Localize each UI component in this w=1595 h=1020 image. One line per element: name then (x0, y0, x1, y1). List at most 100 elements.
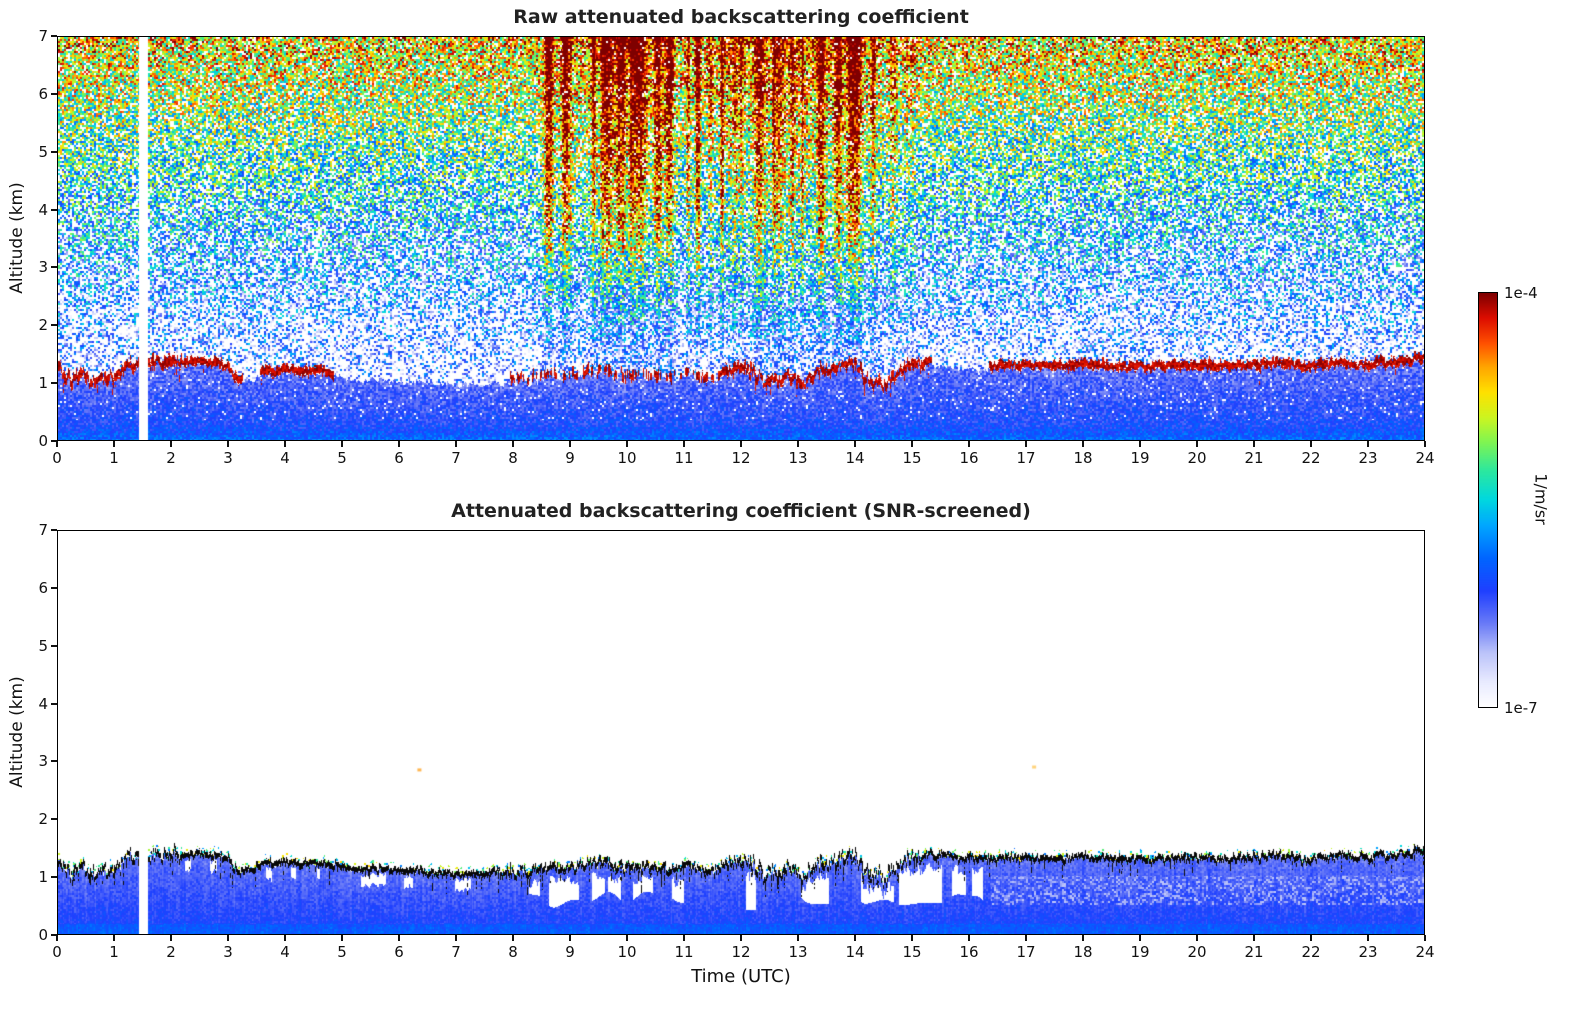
x-tick-mark (398, 935, 400, 941)
x-tick-label: 4 (280, 943, 290, 961)
x-tick-mark (113, 935, 115, 941)
y-tick-mark (51, 702, 57, 705)
x-tick-mark (1310, 935, 1312, 941)
x-tick-label: 22 (1301, 449, 1321, 467)
y-tick-mark (51, 150, 57, 153)
x-tick-mark (1424, 935, 1426, 941)
x-tick-mark (740, 441, 742, 447)
x-tick-mark (968, 441, 970, 447)
y-tick-mark (51, 586, 57, 589)
x-tick-label: 18 (1073, 943, 1093, 961)
x-tick-label: 7 (451, 449, 461, 467)
y-tick-mark (51, 529, 57, 531)
x-tick-mark (1253, 935, 1255, 941)
x-tick-label: 1 (109, 449, 119, 467)
y-tick-label: 3 (38, 752, 48, 771)
x-tick-mark (911, 441, 913, 447)
panel2-title: Attenuated backscattering coefficient (S… (451, 500, 1031, 522)
x-tick-label: 21 (1244, 943, 1264, 961)
y-tick-mark (51, 35, 57, 37)
x-tick-mark (170, 935, 172, 941)
x-tick-label: 11 (674, 449, 694, 467)
x-tick-mark (626, 935, 628, 941)
x-tick-label: 13 (788, 449, 808, 467)
y-tick-mark (51, 818, 57, 821)
y-tick-label: 5 (38, 142, 48, 161)
x-tick-mark (797, 441, 799, 447)
y-tick-label: 2 (38, 810, 48, 829)
x-tick-label: 1 (109, 943, 119, 961)
x-tick-mark (284, 935, 286, 941)
x-tick-mark (1025, 441, 1027, 447)
x-tick-mark (1310, 441, 1312, 447)
x-tick-mark (170, 441, 172, 447)
x-tick-label: 23 (1358, 943, 1378, 961)
x-tick-mark (455, 441, 457, 447)
x-tick-mark (398, 441, 400, 447)
x-tick-label: 14 (845, 943, 865, 961)
x-tick-label: 3 (223, 449, 233, 467)
panel2-y-axis-label: Altitude (km) (7, 676, 27, 788)
y-tick-mark (51, 266, 57, 269)
x-tick-label: 9 (565, 449, 575, 467)
x-tick-mark (683, 935, 685, 941)
y-tick-label: 0 (38, 432, 48, 450)
x-tick-label: 19 (1130, 943, 1150, 961)
colorbar-max-label: 1e-4 (1504, 284, 1538, 302)
y-tick-mark (51, 644, 57, 647)
x-tick-mark (1367, 935, 1369, 941)
x-tick-label: 8 (508, 943, 518, 961)
x-tick-mark (569, 441, 571, 447)
x-tick-label: 5 (337, 943, 347, 961)
x-tick-label: 15 (902, 449, 922, 467)
x-tick-mark (683, 441, 685, 447)
x-tick-mark (341, 935, 343, 941)
x-tick-mark (1082, 935, 1084, 941)
x-tick-mark (1424, 441, 1426, 447)
x-tick-label: 21 (1244, 449, 1264, 467)
x-tick-label: 20 (1187, 943, 1207, 961)
x-tick-label: 24 (1415, 943, 1435, 961)
x-tick-mark (113, 441, 115, 447)
x-tick-label: 8 (508, 449, 518, 467)
x-tick-mark (341, 441, 343, 447)
x-tick-label: 23 (1358, 449, 1378, 467)
x-tick-mark (911, 935, 913, 941)
x-tick-label: 0 (52, 943, 62, 961)
x-tick-label: 18 (1073, 449, 1093, 467)
x-tick-mark (968, 935, 970, 941)
x-tick-label: 10 (617, 943, 637, 961)
y-tick-mark (51, 934, 57, 936)
y-tick-label: 7 (38, 521, 48, 539)
y-tick-mark (51, 760, 57, 763)
x-tick-mark (1367, 441, 1369, 447)
y-tick-mark (51, 876, 57, 879)
x-tick-label: 6 (394, 449, 404, 467)
x-tick-label: 7 (451, 943, 461, 961)
y-tick-mark (51, 208, 57, 211)
x-tick-mark (1025, 935, 1027, 941)
y-tick-label: 5 (38, 636, 48, 655)
x-tick-mark (56, 935, 58, 941)
x-axis-label: Time (UTC) (691, 966, 791, 987)
x-tick-mark (512, 441, 514, 447)
x-tick-mark (1139, 441, 1141, 447)
x-tick-label: 4 (280, 449, 290, 467)
y-tick-label: 4 (38, 694, 48, 713)
y-tick-label: 2 (38, 316, 48, 335)
x-tick-mark (56, 441, 58, 447)
x-tick-label: 10 (617, 449, 637, 467)
x-tick-mark (512, 935, 514, 941)
x-tick-label: 12 (731, 449, 751, 467)
colorbar-gradient (1479, 293, 1497, 707)
x-tick-mark (797, 935, 799, 941)
x-tick-label: 5 (337, 449, 347, 467)
y-tick-mark (51, 440, 57, 442)
y-tick-label: 1 (38, 868, 48, 887)
x-tick-label: 2 (166, 943, 176, 961)
x-tick-mark (1082, 441, 1084, 447)
x-tick-label: 17 (1016, 449, 1036, 467)
x-tick-label: 2 (166, 449, 176, 467)
x-tick-mark (1196, 441, 1198, 447)
